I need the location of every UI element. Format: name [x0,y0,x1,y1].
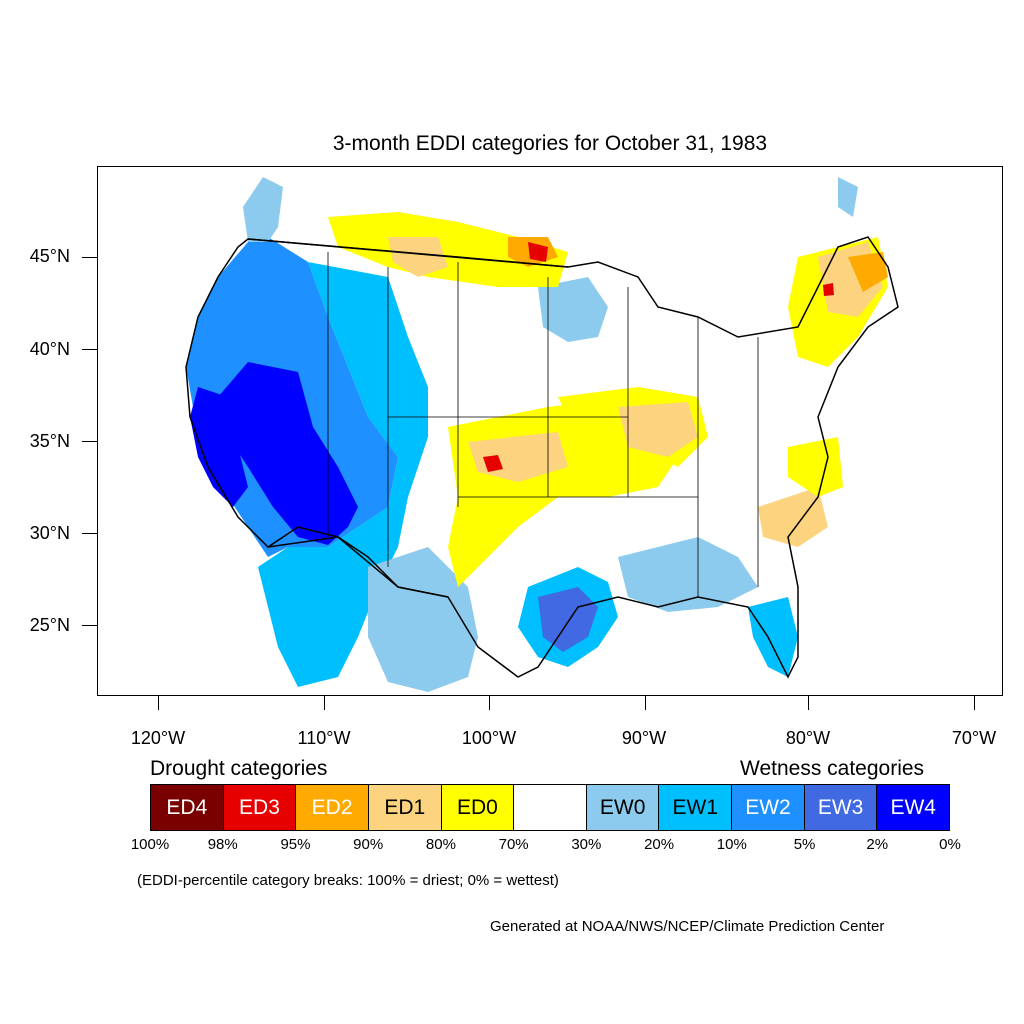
break-label: 30% [571,836,602,853]
legend-swatch-ed3: ED3 [223,785,297,830]
break-label: 80% [425,836,456,853]
new-england-light-wet [838,177,858,217]
lon-tick [974,696,975,710]
carolinas-ed1 [758,487,828,547]
lon-tick [158,696,159,710]
wetness-regions [186,177,858,692]
break-label: 5% [793,836,816,853]
kansas-ed3 [483,455,503,472]
great-lakes-light-wet [538,277,608,342]
legend-swatch-ew2: EW2 [732,785,805,830]
lon-tick [324,696,325,710]
northern-plains-ed0 [328,212,568,287]
break-label: 95% [280,836,311,853]
lat-label-35: 35°N [29,431,70,451]
break-label: 70% [498,836,529,853]
lat-tick [82,257,97,258]
break-label: 0% [939,836,961,853]
lon-tick [489,696,490,710]
legend-swatch-ew3: EW3 [804,785,878,830]
lon-label-120: 120°W [130,728,186,748]
drought-heading: Drought categories [150,757,328,780]
lat-tick [82,441,97,442]
lat-label-30: 30°N [29,523,70,543]
legend-swatch-ed0: ED0 [441,785,515,830]
break-label: 100% [130,836,170,853]
legend-swatch-neutral [514,785,587,830]
legend-swatch-ed4: ED4 [151,785,224,830]
break-label: 98% [207,836,238,853]
florida-wet-region [748,597,798,677]
southwest-light-wet [368,547,478,692]
lat-tick [82,533,97,534]
state-lines [327,252,759,597]
boundaries [185,236,899,679]
eddi-map [97,166,1003,696]
mexico-border-line [267,536,449,598]
legend-swatch-ew4: EW4 [877,785,950,830]
lat-tick [82,625,97,626]
break-label: 10% [716,836,747,853]
great-basin-ew4-region [218,362,358,545]
california-ew4-region [190,387,248,507]
break-label: 2% [866,836,889,853]
map-title: 3-month EDDI categories for October 31, … [332,132,768,155]
break-label: 90% [353,836,384,853]
lon-label-80: 80°W [785,728,831,748]
maine-ed3 [823,283,834,296]
lon-label-90: 90°W [621,728,667,748]
category-legend: ED4 ED3 ED2 ED1 ED0 EW0 EW1 EW2 EW3 EW4 [150,784,950,831]
maine-ed2 [848,252,888,292]
lat-tick [82,349,97,350]
lon-label-100: 100°W [461,728,517,748]
lat-label-45: 45°N [29,246,70,266]
lat-label-40: 40°N [29,339,70,359]
southeast-light-wet [618,537,758,612]
us-outline [185,236,899,679]
lon-tick [645,696,646,710]
map-canvas [185,177,899,692]
wetness-heading: Wetness categories [740,757,925,780]
northern-plains-ed1 [388,237,448,277]
lon-tick [808,696,809,710]
legend-swatch-ed2: ED2 [296,785,369,830]
break-label: 20% [644,836,675,853]
breaks-note: (EDDI-percentile category breaks: 100% =… [137,872,559,889]
drought-regions [328,212,888,587]
lake-superior-ed3 [528,242,548,262]
lon-label-110: 110°W [297,728,351,748]
mid-atlantic-ed0 [788,437,843,497]
lat-label-25: 25°N [29,615,70,635]
legend-swatch-ed1: ED1 [368,785,442,830]
west-inland-wet-region [258,262,428,687]
ohio-valley-ed1 [618,402,698,457]
legend-swatch-ew1: EW1 [659,785,733,830]
lon-label-70: 70°W [951,728,997,748]
legend-swatch-ew0: EW0 [586,785,660,830]
texas-ew3-region [538,587,598,652]
credit-line: Generated at NOAA/NWS/NCEP/Climate Predi… [490,918,885,935]
canada-border-line [247,238,569,268]
northwest-light-wet [243,177,283,242]
